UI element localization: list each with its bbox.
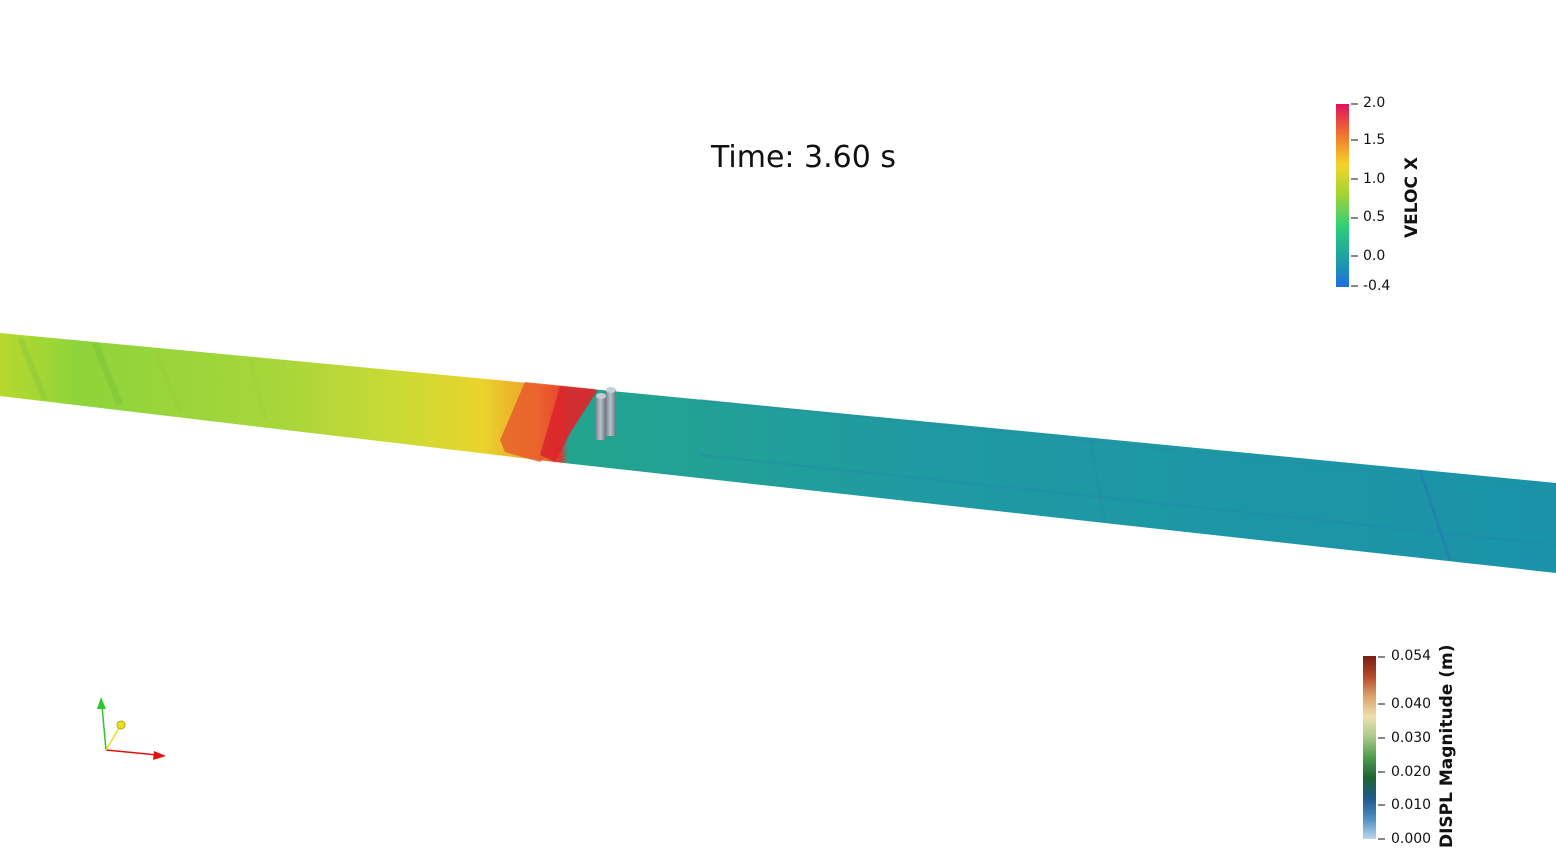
axes-triad-icon bbox=[97, 697, 166, 760]
time-label: Time: 3.60 s bbox=[711, 140, 897, 175]
displ-tick-label: 0.054 bbox=[1391, 648, 1432, 664]
displ-tick-label: 0.010 bbox=[1391, 797, 1432, 813]
cylinder-structures[interactable] bbox=[596, 387, 616, 440]
veloc-tick-label: 0.5 bbox=[1363, 209, 1386, 225]
displ-tick-label: 0.030 bbox=[1391, 730, 1432, 746]
displ-colorbar bbox=[1363, 656, 1385, 840]
veloc-colorbar bbox=[1336, 103, 1358, 287]
displ-tick-label: 0.000 bbox=[1391, 831, 1432, 847]
veloc-tick-label: -0.4 bbox=[1363, 278, 1391, 294]
water-surface[interactable] bbox=[0, 333, 1556, 573]
veloc-tick-label: 1.0 bbox=[1363, 171, 1386, 187]
displ-tick-label: 0.020 bbox=[1391, 764, 1432, 780]
veloc-colorbar-title: VELOC X bbox=[1402, 157, 1422, 238]
displ-tick-label: 0.040 bbox=[1391, 696, 1432, 712]
displ-colorbar-title: DISPL Magnitude (m) bbox=[1437, 644, 1457, 848]
veloc-tick-label: 0.0 bbox=[1363, 248, 1386, 264]
veloc-tick-label: 1.5 bbox=[1363, 132, 1386, 148]
veloc-tick-label: 2.0 bbox=[1363, 95, 1386, 111]
